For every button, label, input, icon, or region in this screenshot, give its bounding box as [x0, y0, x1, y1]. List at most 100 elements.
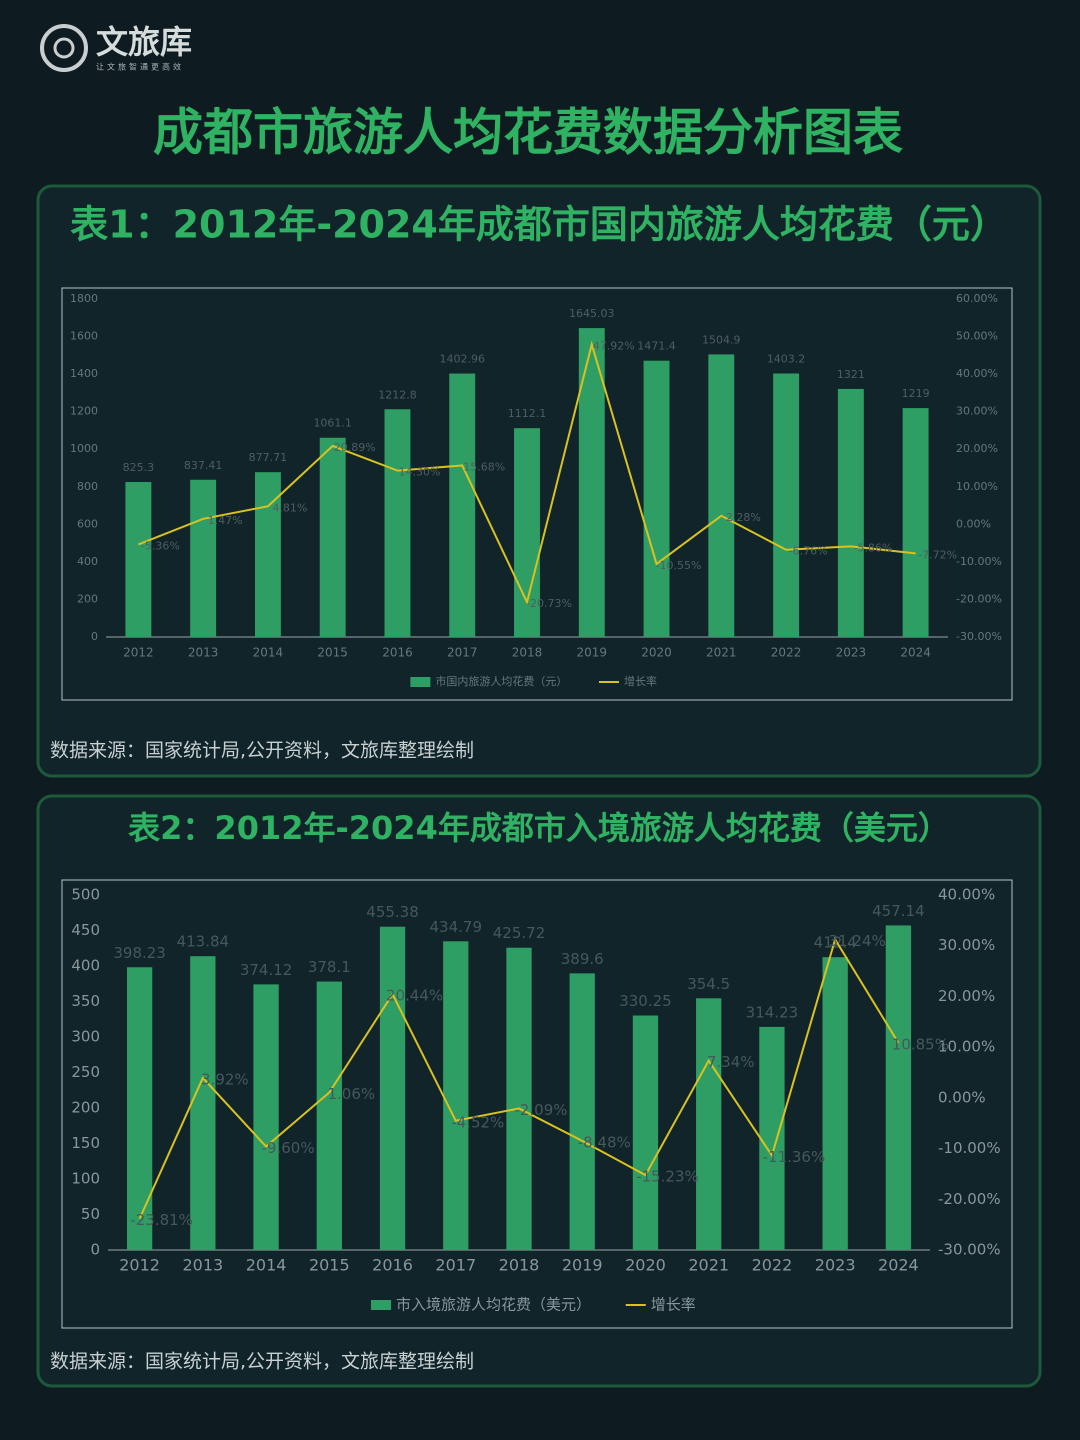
y2-tick-label: 40.00%: [956, 367, 998, 380]
growth-line: [138, 936, 900, 1220]
growth-line: [138, 340, 916, 606]
bar-value-label: 389.6: [561, 950, 604, 968]
line-value-label: 20.44%: [386, 987, 443, 1005]
y2-tick-label: -20.00%: [956, 592, 1002, 605]
y2-tick-label: 10.00%: [938, 1038, 995, 1056]
y-tick-label: 1000: [70, 442, 98, 455]
x-tick-label: 2015: [317, 646, 348, 660]
y2-tick-label: 30.00%: [938, 936, 995, 954]
x-tick-label: 2014: [253, 646, 284, 660]
logo-text: 文旅库: [96, 23, 192, 61]
bar: [125, 482, 152, 637]
x-tick-label: 2021: [706, 646, 737, 660]
line-value-label: -15.23%: [636, 1168, 699, 1186]
source-note: 数据来源：国家统计局,公开资料，文旅库整理绘制: [50, 740, 474, 762]
line-value-label: -20.73%: [526, 597, 572, 610]
x-tick-label: 2012: [123, 646, 154, 660]
y-tick-label: 600: [77, 517, 98, 530]
bar-value-label: 378.1: [308, 958, 351, 976]
bar-value-label: 398.23: [113, 944, 166, 962]
line-value-label: -6.76%: [789, 545, 828, 558]
y-tick-label: 0: [90, 1241, 100, 1259]
x-tick-label: 2021: [688, 1256, 729, 1275]
bar-value-label: 457.14: [872, 902, 925, 920]
chart-title: 表2：2012年-2024年成都市入境旅游人均花费（美元）: [128, 809, 950, 847]
bar: [708, 354, 735, 637]
plot-frame: [61, 879, 1013, 1329]
bar-value-label: 1402.96: [439, 353, 485, 366]
y-tick-label: 350: [71, 992, 100, 1010]
y2-tick-label: 60.00%: [956, 292, 998, 305]
legend-label: 市国内旅游人均花费（元）: [435, 674, 567, 688]
source-note: 数据来源：国家统计局,公开资料，文旅库整理绘制: [50, 1351, 474, 1373]
x-tick-label: 2023: [815, 1256, 856, 1275]
bar: [696, 998, 722, 1250]
line-value-label: -9.60%: [262, 1139, 315, 1157]
legend-label: 增长率: [651, 1296, 696, 1314]
bar: [254, 472, 281, 637]
x-tick-label: 2022: [752, 1256, 793, 1275]
line-value-label: -5.86%: [853, 541, 892, 554]
bar: [759, 1026, 785, 1250]
bar: [190, 479, 217, 637]
y-tick-label: 100: [71, 1170, 100, 1188]
bar-value-label: 1403.2: [767, 353, 806, 366]
bar: [837, 388, 864, 637]
bar: [379, 926, 406, 1250]
line-value-label: 1.06%: [327, 1085, 375, 1103]
line-value-label: 20.89%: [334, 441, 376, 454]
legend-label: 增长率: [624, 674, 657, 688]
bar-value-label: 1112.1: [508, 407, 547, 420]
bar-value-label: 413.84: [177, 933, 230, 951]
line-value-label: 14.30%: [398, 466, 440, 479]
bar-value-label: 434.79: [430, 918, 483, 936]
y-tick-label: 250: [71, 1063, 100, 1081]
x-tick-label: 2024: [900, 646, 931, 660]
logo-icon: [40, 24, 88, 72]
x-tick-label: 2024: [878, 1256, 919, 1275]
bar-value-label: 825.3: [123, 461, 155, 474]
y-tick-label: 1200: [70, 405, 98, 418]
line-value-label: -7.72%: [918, 548, 957, 561]
x-tick-label: 2023: [836, 646, 867, 660]
bar-value-label: 1471.4: [637, 340, 676, 353]
x-tick-label: 2016: [372, 1256, 413, 1275]
y-tick-label: 200: [77, 592, 98, 605]
x-tick-label: 2014: [246, 1256, 287, 1275]
y2-tick-label: -30.00%: [938, 1241, 1001, 1259]
y-tick-label: 300: [71, 1028, 100, 1046]
bar-value-label: 314.23: [746, 1003, 799, 1021]
y2-tick-label: 40.00%: [938, 886, 995, 904]
y-tick-label: 450: [71, 921, 100, 939]
line-value-label: -2.09%: [514, 1101, 567, 1119]
line-value-label: -8.48%: [578, 1133, 631, 1151]
line-value-label: -11.36%: [763, 1148, 826, 1166]
logo-tagline: 让文旅智通更高效: [96, 62, 184, 72]
bar: [506, 947, 532, 1250]
line-value-label: 2.28%: [726, 511, 761, 524]
line-value-label: 31.24%: [829, 932, 886, 950]
y-tick-label: 1800: [70, 292, 98, 305]
legend-swatch: [410, 677, 431, 687]
bar-value-label: 425.72: [493, 924, 546, 942]
line-value-label: 1.47%: [208, 514, 243, 527]
bar: [384, 409, 411, 637]
bar: [643, 360, 670, 637]
y-tick-label: 1400: [70, 367, 98, 380]
y2-tick-label: 20.00%: [938, 987, 995, 1005]
bar-value-label: 1645.03: [569, 307, 615, 320]
x-tick-label: 2017: [435, 1256, 476, 1275]
bar-value-label: 1212.8: [378, 388, 417, 401]
x-tick-label: 2020: [625, 1256, 666, 1275]
line-value-label: 3.92%: [201, 1070, 249, 1088]
y-tick-label: 200: [71, 1099, 100, 1117]
bar: [569, 973, 595, 1250]
y-tick-label: 50: [81, 1205, 100, 1223]
x-tick-label: 2017: [447, 646, 478, 660]
y2-tick-label: -10.00%: [938, 1139, 1001, 1157]
line-value-label: 10.85%: [892, 1035, 949, 1053]
x-tick-label: 2020: [641, 646, 672, 660]
line-value-label: 4.81%: [272, 501, 307, 514]
bar-value-label: 330.25: [619, 992, 672, 1010]
